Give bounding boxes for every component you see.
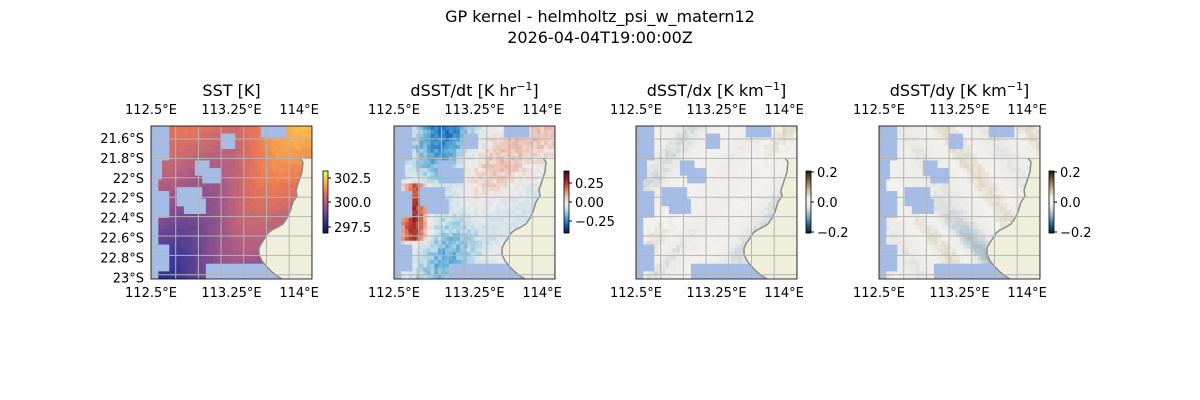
lon-tick-bottom: 113.25°E — [201, 286, 261, 301]
colorbar-3: 0.2 0.0 −0.2 — [805, 166, 849, 241]
lat-tick: 23°S — [113, 271, 144, 286]
gridlines — [879, 126, 1040, 279]
lon-tick-top: 114°E — [764, 103, 804, 118]
lon-tick-bottom: 113.25°E — [929, 286, 989, 301]
colorbar-tick: −0.2 — [1060, 226, 1092, 241]
plot-frame — [635, 125, 798, 280]
lon-tick-bottom: 112.5°E — [368, 286, 420, 301]
heatmap-2 — [394, 126, 555, 279]
lon-tick-top: 113.25°E — [929, 103, 989, 118]
lat-tick: 22.2°S — [100, 192, 144, 207]
land — [502, 158, 555, 279]
plot-frame — [393, 125, 556, 280]
colorbar-tick: −0.2 — [817, 226, 849, 241]
gridlines — [151, 126, 312, 279]
lat-tick: 21.8°S — [100, 152, 144, 167]
lon-tick-bottom: 112.5°E — [125, 286, 177, 301]
lon-tick-top: 112.5°E — [125, 103, 177, 118]
land — [987, 158, 1040, 279]
figure-title: GP kernel - helmholtz_psi_w_matern12 — [445, 7, 755, 27]
panel-title: SST [K] — [202, 81, 260, 100]
coastline — [258, 157, 304, 279]
colorbar-tick: 0.00 — [575, 196, 604, 211]
lon-tick-top: 114°E — [1007, 103, 1047, 118]
lon-tick-top: 113.25°E — [444, 103, 504, 118]
lon-tick-bottom: 112.5°E — [610, 286, 662, 301]
lon-tick-top: 114°E — [522, 103, 562, 118]
panel-3: dSST/dx [K km−1] 112.5°E 112.5°E 113.25°E 11… — [610, 80, 849, 301]
lon-tick-bottom: 113.25°E — [686, 286, 746, 301]
colorbar-2: 0.25 0.00 −0.25 — [563, 170, 615, 234]
plot-frame — [150, 125, 313, 280]
colorbar-tick: 0.2 — [817, 166, 838, 181]
colorbar-tick: 0.2 — [1060, 166, 1081, 181]
lon-tick-bottom: 112.5°E — [853, 286, 905, 301]
colorbar-tick: 300.0 — [334, 196, 371, 211]
figure-subtitle: 2026-04-04T19:00:00Z — [507, 28, 693, 47]
panel-2: dSST/dt [K hr−1] 112.5°E 112.5°E 113.25°E 11… — [368, 80, 615, 301]
lon-tick-top: 113.25°E — [201, 103, 261, 118]
lon-tick-bottom: 114°E — [522, 286, 562, 301]
panel-4: dSST/dy [K km−1] 112.5°E 112.5°E 113.25°E 11… — [853, 80, 1092, 301]
lon-tick-top: 113.25°E — [686, 103, 746, 118]
colorbar-tick: 297.5 — [334, 221, 371, 236]
lon-tick-top: 112.5°E — [368, 103, 420, 118]
panel-title: dSST/dt [K hr−1] — [410, 80, 538, 100]
colorbar-tick: −0.25 — [575, 215, 615, 230]
colorbar-1: 302.5 300.0 297.5 — [322, 170, 371, 236]
lat-tick: 22.8°S — [100, 251, 144, 266]
colorbar-4: 0.2 0.0 −0.2 — [1048, 166, 1092, 241]
plot-frame — [878, 125, 1041, 280]
coastline — [743, 157, 789, 279]
lat-tick: 21.6°S — [100, 132, 144, 147]
land — [744, 158, 797, 279]
panel-title: dSST/dx [K km−1] — [647, 80, 786, 100]
lat-tick: 22.6°S — [100, 232, 144, 247]
coastline — [986, 157, 1032, 279]
lon-tick-bottom: 114°E — [1007, 286, 1047, 301]
colorbar-tick: 0.0 — [1060, 196, 1081, 211]
lon-tick-bottom: 114°E — [764, 286, 804, 301]
coastline — [501, 157, 547, 279]
lat-tick: 22.4°S — [100, 212, 144, 227]
lon-tick-bottom: 114°E — [279, 286, 319, 301]
panel-1: SST [K] 112.5°E 112.5°E 113.25°E 113.25°E 114… — [100, 81, 371, 301]
lon-tick-top: 112.5°E — [853, 103, 905, 118]
lat-tick: 22°S — [113, 172, 144, 187]
panel-title: dSST/dy [K km−1] — [890, 80, 1029, 100]
gridlines — [394, 126, 555, 279]
lon-tick-top: 112.5°E — [610, 103, 662, 118]
colorbar-tick: 0.25 — [575, 177, 604, 192]
colorbar-tick: 0.0 — [817, 196, 838, 211]
land — [259, 158, 312, 279]
lon-tick-bottom: 113.25°E — [444, 286, 504, 301]
heatmap-1 — [151, 126, 312, 279]
colorbar-tick: 302.5 — [334, 172, 371, 187]
lon-tick-top: 114°E — [279, 103, 319, 118]
